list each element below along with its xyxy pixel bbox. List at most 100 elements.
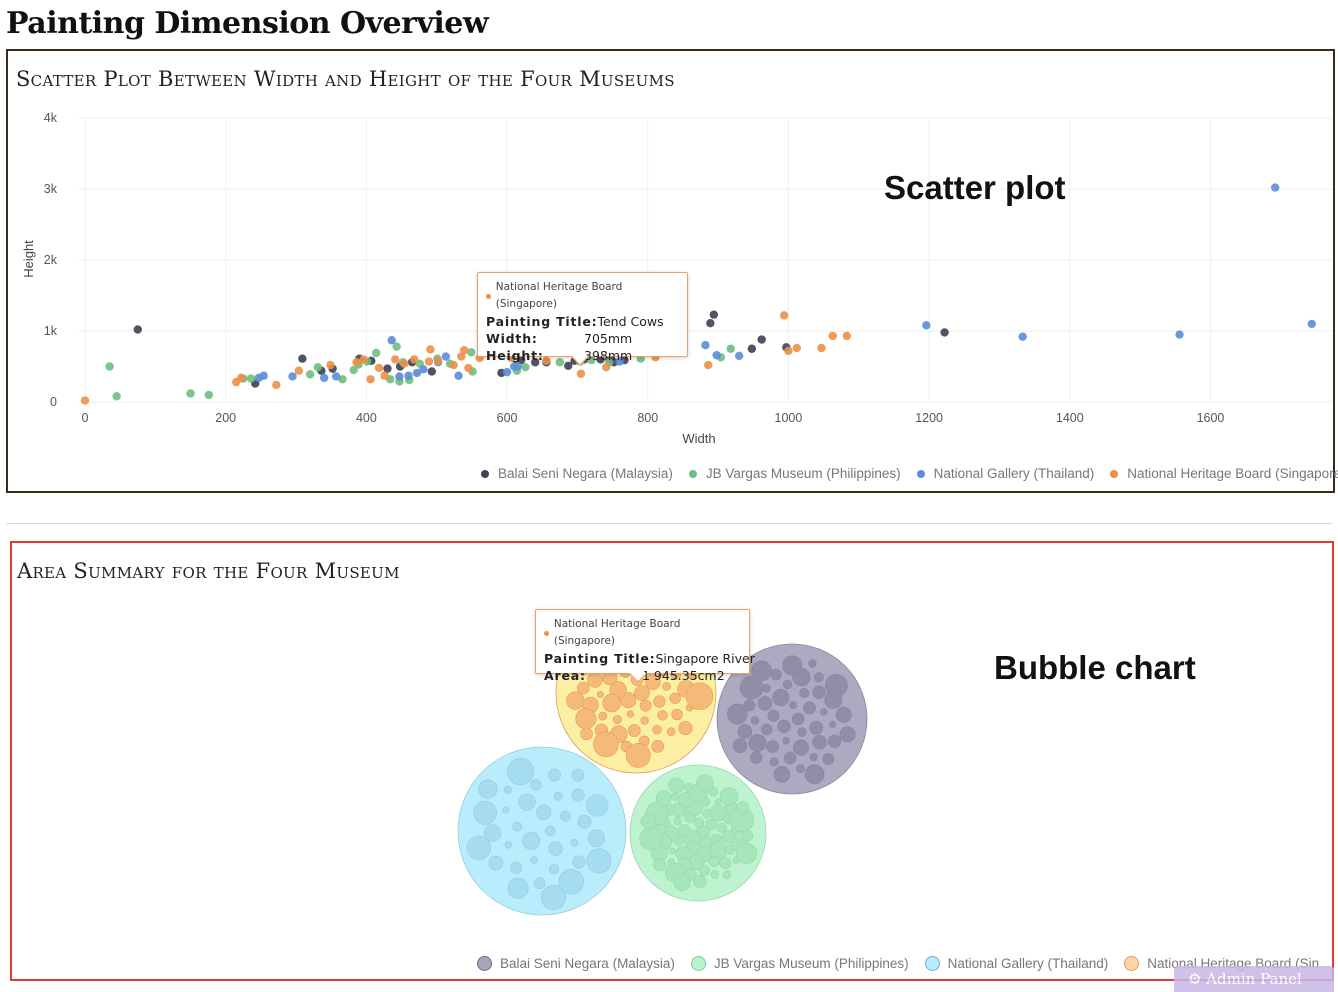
bubble[interactable] bbox=[782, 679, 793, 690]
bubble[interactable] bbox=[536, 804, 552, 820]
bubble[interactable] bbox=[612, 715, 622, 725]
bubble[interactable] bbox=[580, 727, 593, 741]
bubble[interactable] bbox=[572, 855, 586, 869]
scatter-point[interactable] bbox=[236, 373, 246, 383]
bubble[interactable] bbox=[750, 716, 760, 725]
bubble[interactable] bbox=[478, 779, 498, 799]
scatter-point[interactable] bbox=[412, 368, 422, 378]
bubble[interactable] bbox=[620, 692, 637, 709]
bubble[interactable] bbox=[577, 681, 590, 695]
scatter-point[interactable] bbox=[747, 344, 757, 353]
bubble[interactable] bbox=[770, 668, 782, 681]
bubble[interactable] bbox=[483, 824, 502, 842]
bubble[interactable] bbox=[596, 691, 604, 698]
scatter-point[interactable] bbox=[419, 365, 428, 374]
bubble[interactable] bbox=[625, 742, 651, 768]
scatter-point[interactable] bbox=[366, 375, 375, 384]
scatter-point[interactable] bbox=[427, 367, 436, 376]
scatter-point[interactable] bbox=[449, 360, 458, 370]
bubble[interactable] bbox=[737, 724, 753, 739]
scatter-point[interactable] bbox=[288, 372, 297, 381]
bubble[interactable] bbox=[669, 692, 681, 704]
scatter-point[interactable] bbox=[392, 342, 401, 351]
legend-item-philippines[interactable]: JB Vargas Museum (Philippines) bbox=[690, 956, 909, 971]
bubble[interactable] bbox=[721, 830, 736, 844]
bubble[interactable] bbox=[466, 835, 491, 860]
bubble[interactable] bbox=[777, 719, 791, 733]
bubble[interactable] bbox=[504, 841, 512, 849]
bubble[interactable] bbox=[757, 696, 773, 711]
scatter-point[interactable] bbox=[80, 396, 90, 405]
admin-panel-button[interactable]: ⚙ Admin Panel bbox=[1174, 966, 1334, 992]
bubble[interactable] bbox=[673, 873, 691, 892]
scatter-point[interactable] bbox=[940, 328, 949, 337]
bubble[interactable] bbox=[769, 757, 779, 767]
bubble[interactable] bbox=[710, 870, 720, 879]
bubble[interactable] bbox=[662, 681, 671, 691]
scatter-point[interactable] bbox=[828, 331, 837, 341]
bubble[interactable] bbox=[722, 870, 732, 880]
scatter-point[interactable] bbox=[313, 363, 323, 372]
bubble[interactable] bbox=[685, 682, 714, 711]
scatter-point[interactable] bbox=[502, 367, 512, 377]
bubble[interactable] bbox=[566, 691, 585, 710]
scatter-point[interactable] bbox=[564, 361, 573, 370]
scatter-point[interactable] bbox=[374, 363, 384, 373]
scatter-point[interactable] bbox=[701, 341, 710, 350]
bubble[interactable] bbox=[577, 814, 592, 829]
scatter-point[interactable] bbox=[922, 321, 931, 330]
bubble[interactable] bbox=[739, 675, 764, 700]
bubble[interactable] bbox=[719, 787, 739, 806]
scatter-point[interactable] bbox=[410, 355, 419, 364]
bubble[interactable] bbox=[736, 843, 758, 865]
bubble[interactable] bbox=[639, 827, 663, 851]
scatter-point[interactable] bbox=[521, 363, 530, 372]
bubble[interactable] bbox=[761, 723, 773, 736]
bubble[interactable] bbox=[693, 874, 707, 889]
bubble[interactable] bbox=[813, 672, 824, 683]
legend-item-thailand[interactable]: National Gallery (Thailand) bbox=[924, 956, 1108, 971]
scatter-point[interactable] bbox=[1018, 332, 1027, 341]
bubble[interactable] bbox=[533, 877, 546, 890]
bubble[interactable] bbox=[558, 869, 584, 895]
bubble[interactable] bbox=[653, 695, 666, 708]
scatter-point[interactable] bbox=[349, 365, 358, 375]
scatter-point[interactable] bbox=[400, 359, 409, 368]
scatter-point[interactable] bbox=[441, 352, 451, 361]
bubble[interactable] bbox=[716, 822, 727, 833]
bubble[interactable] bbox=[683, 782, 693, 792]
bubble[interactable] bbox=[587, 829, 606, 848]
scatter-point[interactable] bbox=[259, 371, 268, 380]
scatter-point[interactable] bbox=[433, 356, 443, 366]
bubble[interactable] bbox=[666, 727, 676, 736]
bubble[interactable] bbox=[792, 739, 809, 756]
bubble[interactable] bbox=[645, 674, 661, 690]
bubble[interactable] bbox=[626, 710, 634, 718]
bubble[interactable] bbox=[741, 829, 754, 842]
bubble[interactable] bbox=[696, 774, 714, 793]
scatter-point[interactable] bbox=[726, 344, 735, 353]
bubble[interactable] bbox=[812, 685, 826, 699]
scatter-point[interactable] bbox=[305, 370, 315, 379]
bubble[interactable] bbox=[792, 712, 805, 726]
bubble[interactable] bbox=[822, 753, 835, 766]
bubble[interactable] bbox=[835, 706, 852, 723]
bubble[interactable] bbox=[655, 790, 672, 807]
bubble[interactable] bbox=[540, 885, 566, 910]
bubble[interactable] bbox=[640, 813, 656, 830]
legend-item-thailand[interactable]: National Gallery (Thailand) bbox=[916, 466, 1094, 481]
scatter-point[interactable] bbox=[1271, 183, 1280, 192]
bubble[interactable] bbox=[548, 768, 561, 782]
bubble[interactable] bbox=[773, 766, 791, 783]
scatter-point[interactable] bbox=[555, 358, 565, 367]
bubble[interactable] bbox=[671, 708, 683, 721]
bubble[interactable] bbox=[829, 720, 837, 729]
bubble[interactable] bbox=[799, 688, 810, 699]
scatter-point[interactable] bbox=[542, 356, 551, 366]
scatter-point[interactable] bbox=[709, 310, 719, 319]
scatter-point[interactable] bbox=[792, 343, 802, 353]
scatter-point[interactable] bbox=[780, 311, 789, 320]
bubble[interactable] bbox=[772, 688, 790, 707]
bubble[interactable] bbox=[503, 785, 512, 794]
bubble[interactable] bbox=[651, 739, 665, 753]
